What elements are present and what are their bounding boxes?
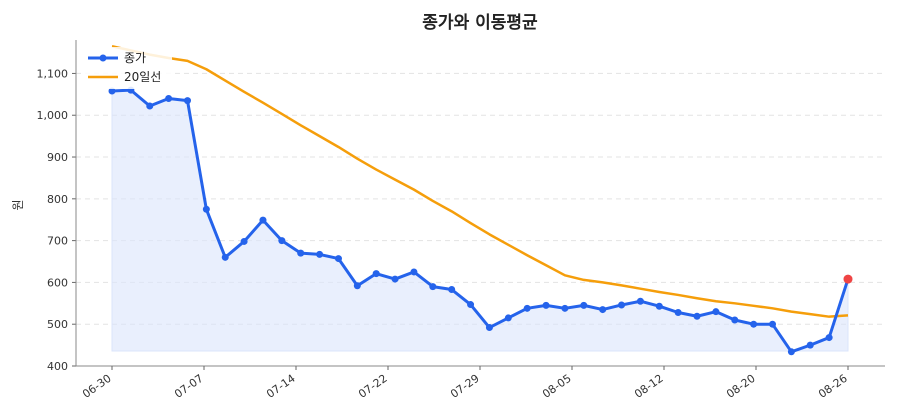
x-tick-label: 07-14 [264,372,298,401]
close-point [485,324,493,332]
close-point [372,270,380,278]
close-point [806,341,814,349]
x-tick-label: 08-12 [632,372,666,401]
close-point [712,308,720,316]
legend-close-label: 종가 [124,51,146,65]
series-layer [108,45,853,356]
legend: 종가 20일선 [82,47,172,89]
close-point [410,268,418,276]
close-point [787,348,795,356]
area-fill-layer [111,89,849,353]
y-tick-label: 1,100 [37,67,69,80]
close-point [429,283,437,291]
x-tick-label: 07-29 [448,372,482,401]
x-tick-label: 08-26 [816,372,850,401]
close-point [353,282,361,290]
x-tick-label: 08-05 [540,372,574,401]
close-point [618,301,626,309]
close-point [542,301,550,309]
close-point [221,253,229,261]
series-close-line [111,88,850,354]
close-point [240,237,248,245]
close-point [334,255,342,263]
y-tick-label: 500 [47,318,68,331]
y-tick-label: 800 [47,193,68,206]
y-tick-label: 600 [47,276,68,289]
chart-title: 종가와 이동평균 [422,13,538,33]
close-point [769,320,777,328]
close-point [636,297,644,305]
close-point [523,304,531,312]
close-point [580,301,588,309]
y-axis-label: 원 [11,199,25,210]
close-point [183,97,191,105]
close-point [504,314,512,322]
close-point [561,304,569,312]
close-point [750,320,758,328]
close-point [259,216,267,224]
close-point [108,87,116,95]
close-point [297,249,305,257]
close-point [825,334,833,342]
close-point [655,302,663,310]
close-point [467,301,475,309]
close-point [599,306,607,314]
close-point [316,250,324,258]
close-point [202,205,210,213]
close-point [731,316,739,324]
close-point [448,286,456,294]
legend-close-marker [99,54,107,62]
close-point [391,275,399,283]
close-point [278,237,286,245]
close-point [693,312,701,320]
y-tick-label: 400 [47,360,68,373]
x-tick-label: 07-07 [172,372,206,401]
last-close-point [843,274,853,284]
close-point [165,95,173,103]
y-tick-label: 700 [47,235,68,248]
legend-ma20-label: 20일선 [124,70,161,84]
series-ma20-line [111,45,849,318]
x-tick-label: 07-22 [356,372,390,401]
x-tick-label: 06-30 [80,372,114,401]
close-point [674,309,682,317]
close-area-fill [111,89,849,353]
y-tick-label: 900 [47,151,68,164]
close-point [146,102,154,110]
y-tick-label: 1,000 [37,109,69,122]
x-tick-label: 08-20 [724,372,758,401]
